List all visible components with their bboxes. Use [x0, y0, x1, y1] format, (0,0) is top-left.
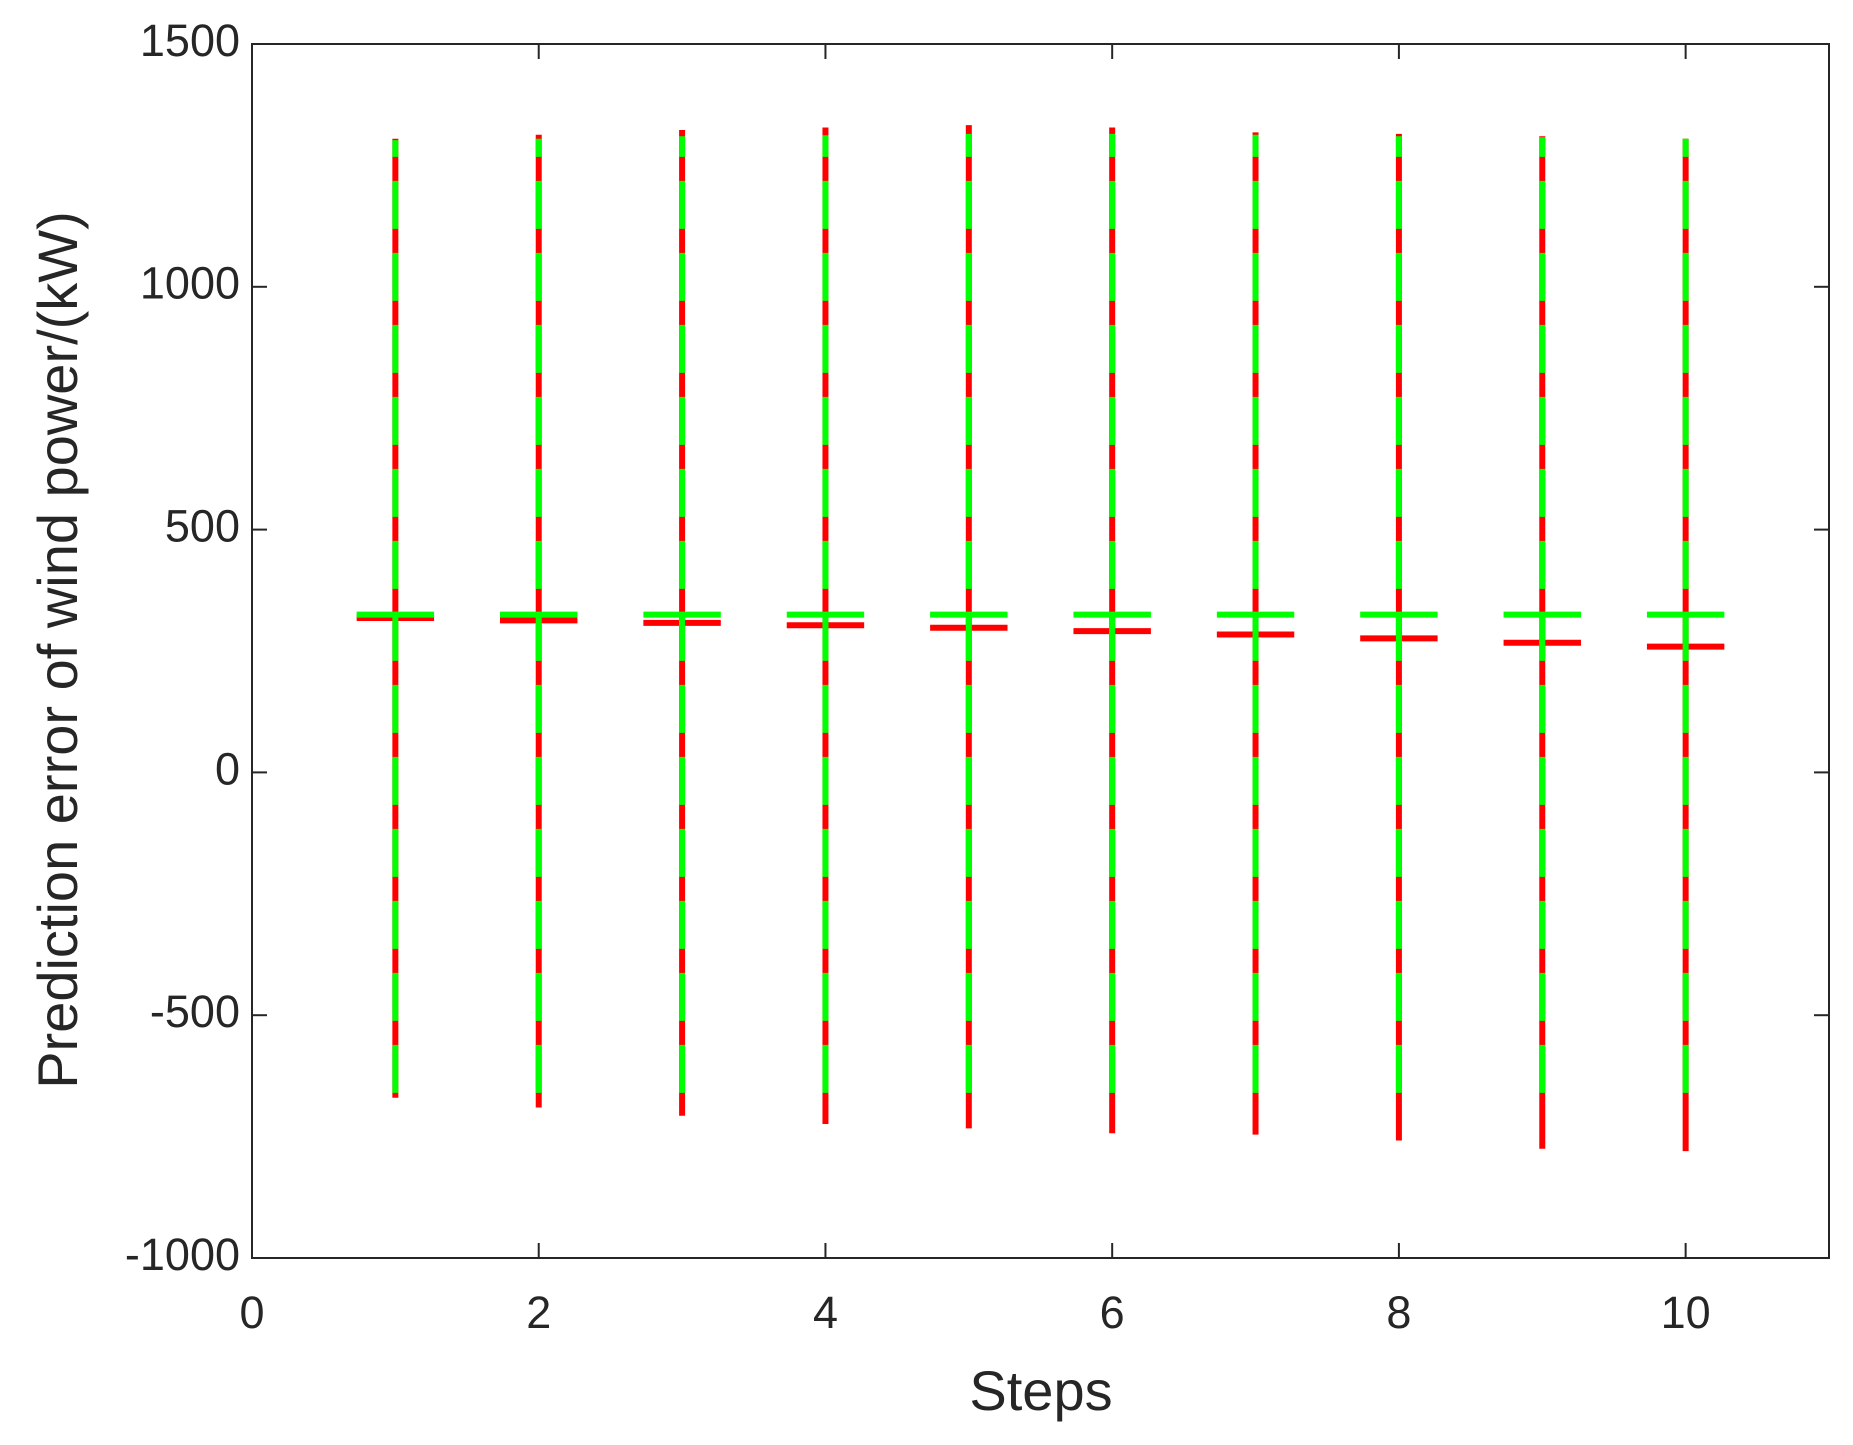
x-tick-label: 8 — [1386, 1287, 1411, 1338]
x-tick-label: 2 — [526, 1287, 551, 1338]
x-tick-label: 0 — [239, 1287, 264, 1338]
x-tick-label: 6 — [1100, 1287, 1125, 1338]
y-tick-label: 500 — [165, 500, 240, 551]
y-axis-label: Prediction error of wind power/(kW) — [26, 211, 89, 1089]
y-tick-label: -500 — [150, 986, 240, 1037]
plot-frame — [251, 43, 1830, 1259]
y-tick-label: 1000 — [140, 258, 240, 309]
y-tick-label: 0 — [215, 743, 240, 794]
x-tick-label: 10 — [1661, 1287, 1711, 1338]
x-axis-label: Steps — [969, 1359, 1112, 1422]
x-tick-label: 4 — [813, 1287, 838, 1338]
y-tick-label: -1000 — [125, 1229, 240, 1280]
y-tick-label: 1500 — [140, 15, 240, 66]
